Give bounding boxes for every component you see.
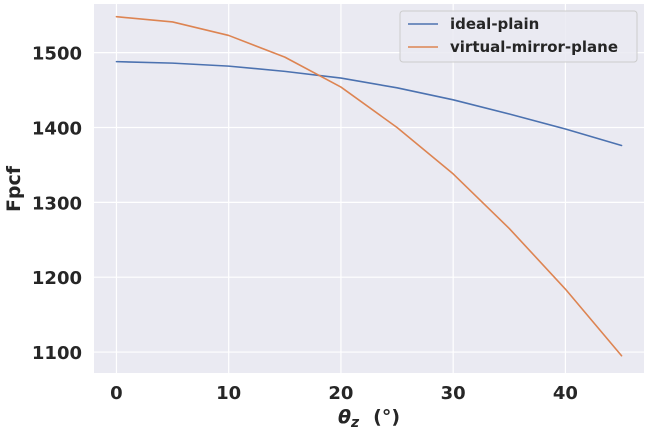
x-tick-label: 20 [328, 383, 353, 404]
x-axis-subscript: z [350, 415, 360, 431]
x-tick-label: 30 [441, 383, 466, 404]
x-tick-label: 40 [553, 383, 578, 404]
y-tick-label: 1200 [32, 268, 82, 289]
y-tick-labels: 1100 1200 1300 1400 1500 [32, 44, 82, 364]
y-tick-label: 1500 [32, 44, 82, 65]
legend-box [399, 10, 638, 63]
y-tick-label: 1100 [32, 343, 82, 364]
x-axis-label: θz (°) [338, 406, 400, 431]
x-tick-label: 0 [110, 383, 123, 404]
y-tick-label: 1400 [32, 118, 82, 139]
x-axis-unit: (°) [373, 406, 400, 428]
plot-area [94, 4, 644, 373]
legend-label-ideal-plain: ideal-plain [450, 15, 539, 33]
series-line-virtual-mirror-plane [115, 15, 623, 357]
y-axis-label: Fpcf [3, 165, 25, 212]
series-lines [115, 15, 623, 357]
x-tick-label: 10 [216, 383, 241, 404]
legend: ideal-plain virtual-mirror-plane [399, 10, 638, 63]
series-line-ideal-plain [115, 60, 623, 147]
legend-label-virtual-mirror-plane: virtual-mirror-plane [450, 38, 618, 56]
y-tick-label: 1300 [32, 193, 82, 214]
x-axis-symbol: θ [338, 406, 351, 428]
x-tick-labels: 0 10 20 30 40 [110, 383, 578, 404]
